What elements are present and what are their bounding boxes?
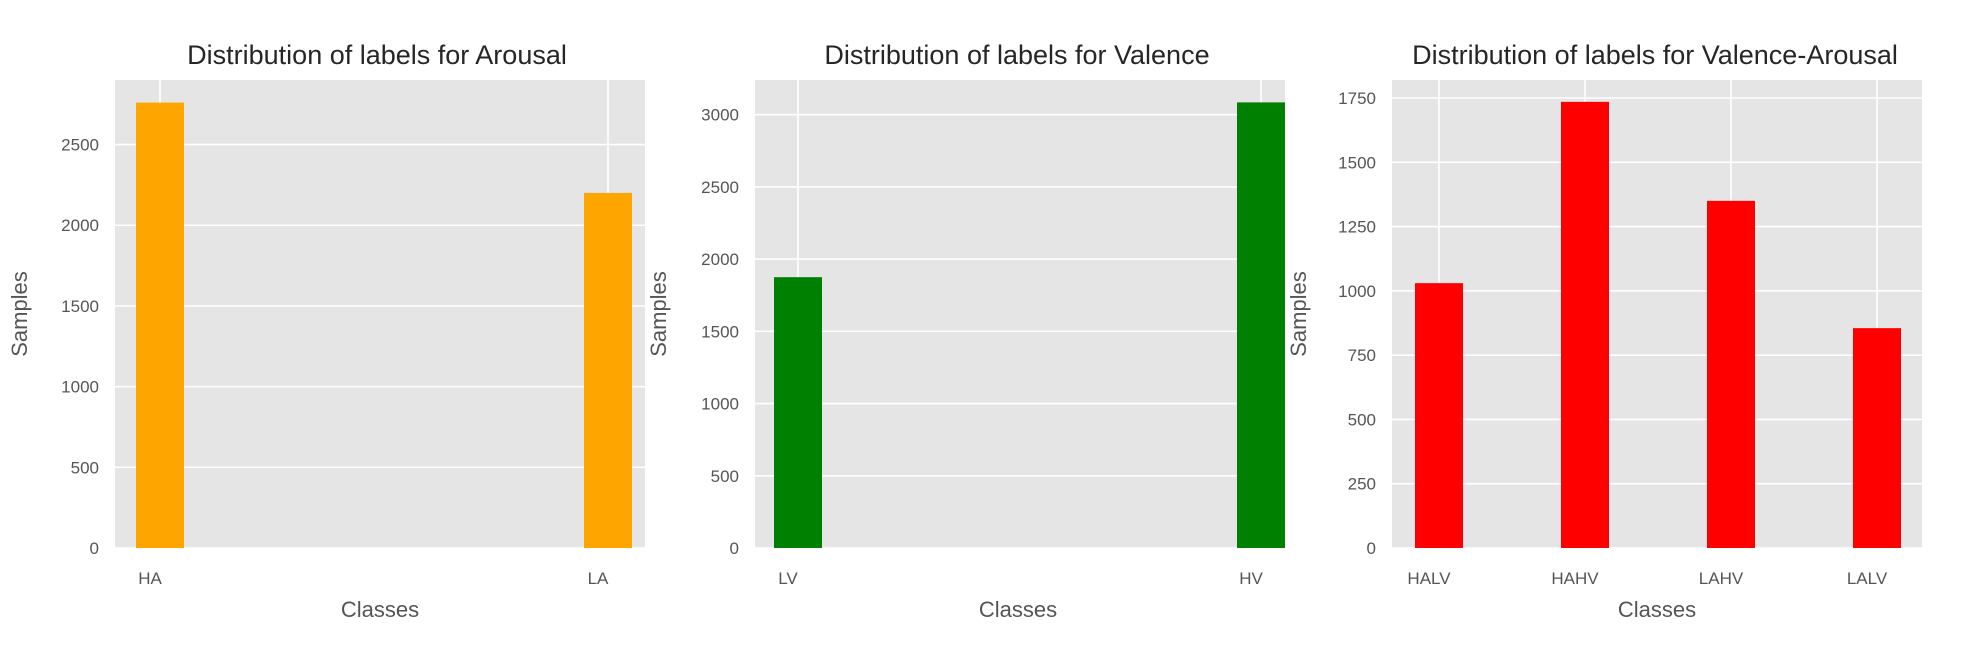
y-tick-label: 3000 xyxy=(701,106,739,125)
y-tick-label: 750 xyxy=(1348,346,1376,365)
y-tick-label: 1500 xyxy=(61,297,99,316)
y-tick-label: 500 xyxy=(711,467,739,486)
bar-lahv xyxy=(1707,200,1755,548)
y-tick-label: 250 xyxy=(1348,475,1376,494)
y-tick-label: 2500 xyxy=(701,178,739,197)
x-axis-label: Classes xyxy=(1618,597,1696,622)
x-tick-label: HA xyxy=(138,569,162,588)
x-tick-labels: HA LA xyxy=(138,569,609,588)
bar-ha xyxy=(136,102,184,548)
x-tick-label: HV xyxy=(1239,569,1263,588)
x-tick-label: LA xyxy=(588,569,609,588)
y-tick-label: 0 xyxy=(730,539,739,558)
x-tick-labels: HALV HAHV LAHV LALV xyxy=(1407,569,1887,588)
y-tick-label: 1500 xyxy=(1338,153,1376,172)
x-tick-label: LALV xyxy=(1847,569,1888,588)
y-gridlines xyxy=(1392,97,1922,549)
chart-title: Distribution of labels for Arousal xyxy=(187,40,567,70)
bar-halv xyxy=(1415,283,1463,548)
bar-la xyxy=(584,192,632,548)
y-tick-label: 1000 xyxy=(1338,282,1376,301)
y-tick-label: 500 xyxy=(71,458,99,477)
y-axis-label: Samples xyxy=(646,271,671,357)
x-axis-label: Classes xyxy=(979,597,1057,622)
y-tick-label: 2000 xyxy=(61,216,99,235)
y-gridlines xyxy=(755,113,1285,549)
x-axis-label: Classes xyxy=(341,597,419,622)
chart-valence-arousal: Distribution of labels for Valence-Arous… xyxy=(1286,40,1922,622)
y-tick-label: 1500 xyxy=(701,322,739,341)
y-axis-label: Samples xyxy=(7,271,32,357)
y-axis-label: Samples xyxy=(1286,271,1311,357)
y-tick-labels: 0 250 500 750 1000 1250 1500 1750 xyxy=(1338,89,1376,558)
chart-title: Distribution of labels for Valence-Arous… xyxy=(1412,40,1898,70)
y-tick-labels: 0 500 1000 1500 2000 2500 xyxy=(61,136,99,558)
plot-area xyxy=(115,80,645,548)
y-tick-label: 500 xyxy=(1348,410,1376,429)
bar-hahv xyxy=(1561,101,1609,548)
bars xyxy=(1415,101,1901,548)
y-tick-label: 1750 xyxy=(1338,89,1376,108)
y-tick-label: 1250 xyxy=(1338,218,1376,237)
y-tick-labels: 0 500 1000 1500 2000 2500 3000 xyxy=(701,106,739,558)
chart-title: Distribution of labels for Valence xyxy=(824,40,1209,70)
chart-valence: Distribution of labels for Valence 0 500 1… xyxy=(646,40,1285,622)
x-tick-label: HAHV xyxy=(1551,569,1599,588)
x-tick-labels: LV HV xyxy=(778,569,1263,588)
y-gridlines xyxy=(115,143,645,549)
bar-lalv xyxy=(1853,328,1901,548)
y-tick-label: 0 xyxy=(1367,539,1376,558)
bar-lv xyxy=(774,277,822,548)
chart-arousal: Distribution of labels for Arousal 0 500 1… xyxy=(7,40,645,622)
plot-area xyxy=(1392,80,1922,548)
y-tick-label: 1000 xyxy=(701,395,739,414)
x-tick-label: LAHV xyxy=(1699,569,1744,588)
y-tick-label: 1000 xyxy=(61,378,99,397)
bar-hv xyxy=(1237,102,1285,548)
x-tick-label: LV xyxy=(778,569,798,588)
bars xyxy=(774,102,1285,548)
y-tick-label: 0 xyxy=(90,539,99,558)
y-tick-label: 2500 xyxy=(61,136,99,155)
plot-area xyxy=(755,80,1285,548)
x-tick-label: HALV xyxy=(1407,569,1451,588)
bars xyxy=(136,102,632,548)
y-tick-label: 2000 xyxy=(701,250,739,269)
